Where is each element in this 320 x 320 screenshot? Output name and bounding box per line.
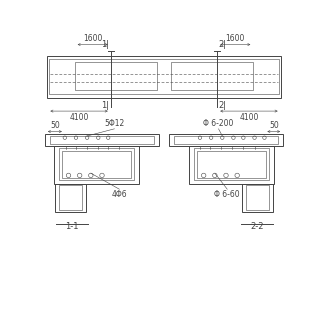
- Bar: [54, 146, 139, 184]
- Text: Φ 6-200: Φ 6-200: [204, 119, 234, 128]
- Bar: [49, 59, 279, 94]
- Text: 5Φ12: 5Φ12: [104, 119, 124, 128]
- Bar: [75, 62, 156, 90]
- Text: 1|: 1|: [101, 101, 109, 110]
- Bar: [62, 150, 131, 178]
- Bar: [194, 148, 269, 180]
- Text: 1600: 1600: [83, 34, 102, 43]
- Text: Φ 6-60: Φ 6-60: [214, 190, 240, 199]
- Bar: [189, 146, 274, 184]
- Bar: [242, 184, 273, 212]
- Bar: [197, 150, 266, 178]
- Text: 1|: 1|: [101, 41, 109, 50]
- Bar: [45, 134, 159, 146]
- Text: 4Φ6: 4Φ6: [112, 190, 127, 199]
- Text: 2|: 2|: [219, 101, 227, 110]
- Text: 4100: 4100: [239, 113, 259, 122]
- Text: 4100: 4100: [69, 113, 89, 122]
- Text: 2|: 2|: [219, 41, 227, 50]
- Text: 1-1: 1-1: [66, 222, 79, 231]
- Bar: [59, 185, 82, 210]
- Bar: [55, 184, 86, 212]
- Text: 50: 50: [50, 121, 60, 130]
- Bar: [172, 62, 253, 90]
- Bar: [246, 185, 269, 210]
- Text: 1600: 1600: [226, 34, 245, 43]
- Text: 50: 50: [269, 121, 279, 130]
- Bar: [169, 134, 283, 146]
- Bar: [50, 136, 154, 144]
- Bar: [174, 136, 278, 144]
- Text: 2-2: 2-2: [250, 222, 264, 231]
- Bar: [47, 56, 281, 98]
- Bar: [59, 148, 134, 180]
